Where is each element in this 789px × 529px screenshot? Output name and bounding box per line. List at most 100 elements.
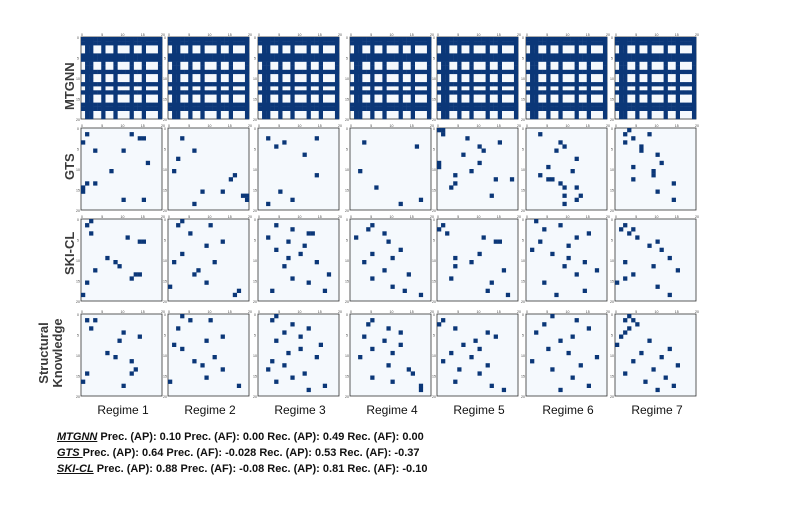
matrix-cell: [200, 86, 205, 91]
matrix-cell: [679, 69, 685, 75]
matrix-cell: [437, 322, 442, 327]
matrix-cell: [546, 86, 551, 91]
matrix-cell: [141, 65, 146, 70]
matrix-cell: [192, 102, 197, 107]
tick-label-left: 20: [253, 118, 257, 122]
matrix-cell: [627, 82, 632, 87]
tick-label-top: 20: [338, 33, 342, 37]
metrics-line-mtgnn: MTGNN Prec. (AP): 0.10 Prec. (AF): 0.00 …: [57, 431, 424, 443]
matrix-cell: [232, 69, 238, 75]
matrix-cell: [270, 69, 275, 75]
matrix-cell: [121, 148, 126, 153]
matrix-cell: [635, 73, 640, 79]
tick-label-left: 10: [76, 354, 80, 358]
matrix-cell: [290, 53, 295, 58]
matrix-cell: [590, 82, 596, 87]
matrix-cell: [310, 41, 315, 46]
matrix-cell: [687, 82, 693, 87]
matrix-cell: [176, 90, 181, 95]
matrix-cell: [244, 41, 250, 46]
matrix-cell: [180, 69, 185, 75]
matrix-cell: [497, 78, 502, 83]
matrix-cell: [258, 69, 263, 75]
matrix-cell: [334, 94, 340, 99]
matrix-cell: [534, 65, 539, 70]
matrix-cell: [370, 57, 375, 62]
tick-label-top: 20: [430, 215, 434, 219]
matrix-cell: [310, 53, 315, 58]
matrix-cell: [306, 114, 311, 120]
matrix-cell: [200, 73, 205, 79]
matrix-cell: [121, 37, 126, 42]
matrix-cell: [663, 90, 668, 95]
matrix-cell: [101, 106, 106, 111]
matrix-cell: [554, 53, 559, 58]
matrix-cell: [602, 73, 608, 79]
matrix-cell: [200, 49, 205, 54]
matrix-cell: [302, 90, 307, 95]
matrix-cell: [538, 57, 543, 62]
tick-label-left: 10: [253, 77, 257, 81]
matrix-cell: [145, 82, 151, 87]
matrix-cell: [398, 78, 403, 83]
matrix-cell: [683, 106, 689, 111]
matrix-cell: [534, 37, 539, 42]
tick-label-left: 5: [346, 57, 348, 61]
matrix-cell: [200, 37, 205, 42]
matrix-cell: [302, 53, 307, 58]
matrix-cell: [485, 110, 490, 116]
matrix-cell: [663, 49, 668, 54]
matrix-cell: [228, 82, 233, 87]
matrix-cell: [113, 106, 118, 111]
matrix-cell: [574, 197, 579, 202]
matrix-cell: [546, 37, 551, 42]
matrix-cell: [232, 41, 238, 46]
matrix-cell: [354, 106, 359, 111]
matrix-cell: [651, 173, 656, 178]
matrix-cell: [216, 65, 221, 70]
matrix-cell: [290, 78, 295, 83]
matrix-cell: [554, 37, 559, 42]
matrix-cell: [574, 110, 579, 116]
matrix-cell: [262, 37, 267, 42]
matrix-cell: [188, 57, 193, 62]
matrix-cell: [647, 41, 652, 46]
matrix-cell: [635, 114, 640, 120]
matrix-cell: [615, 342, 620, 347]
matrix-cell: [566, 90, 571, 95]
matrix-cell: [465, 82, 470, 87]
matrix-cell: [615, 41, 620, 46]
matrix-cell: [382, 57, 387, 62]
tick-label-top: 15: [228, 215, 232, 219]
matrix-cell: [497, 49, 502, 54]
matrix-cell: [306, 102, 311, 107]
row-label-structural-text: Structural Knowledge: [36, 318, 65, 388]
matrix-cell: [489, 90, 494, 95]
matrix-cell: [546, 110, 551, 116]
matrix-cell: [192, 90, 197, 95]
matrix-cell: [172, 342, 177, 347]
matrix-cell: [449, 37, 454, 42]
matrix-cell: [188, 49, 193, 54]
matrix-cell: [546, 106, 551, 111]
tick-label-top: 0: [258, 215, 260, 219]
matrix-cell: [410, 73, 415, 79]
matrix-cell: [274, 338, 279, 343]
matrix-cell: [687, 106, 693, 111]
tick-label-left: 0: [164, 127, 166, 131]
matrix-cell: [244, 69, 250, 75]
matrix-cell: [457, 45, 462, 50]
matrix-cell: [542, 106, 547, 111]
matrix-cell: [220, 189, 225, 194]
matrix-cell: [232, 292, 238, 298]
matrix-cell: [101, 73, 106, 79]
matrix-cell: [675, 65, 680, 70]
matrix-cell: [481, 90, 486, 95]
matrix-cell: [157, 82, 163, 87]
matrix-cell: [105, 37, 110, 42]
matrix-cell: [481, 53, 486, 58]
matrix-cell: [354, 49, 359, 54]
matrix-cell: [216, 114, 221, 120]
matrix-cell: [334, 57, 340, 62]
matrix-cell: [200, 65, 205, 70]
